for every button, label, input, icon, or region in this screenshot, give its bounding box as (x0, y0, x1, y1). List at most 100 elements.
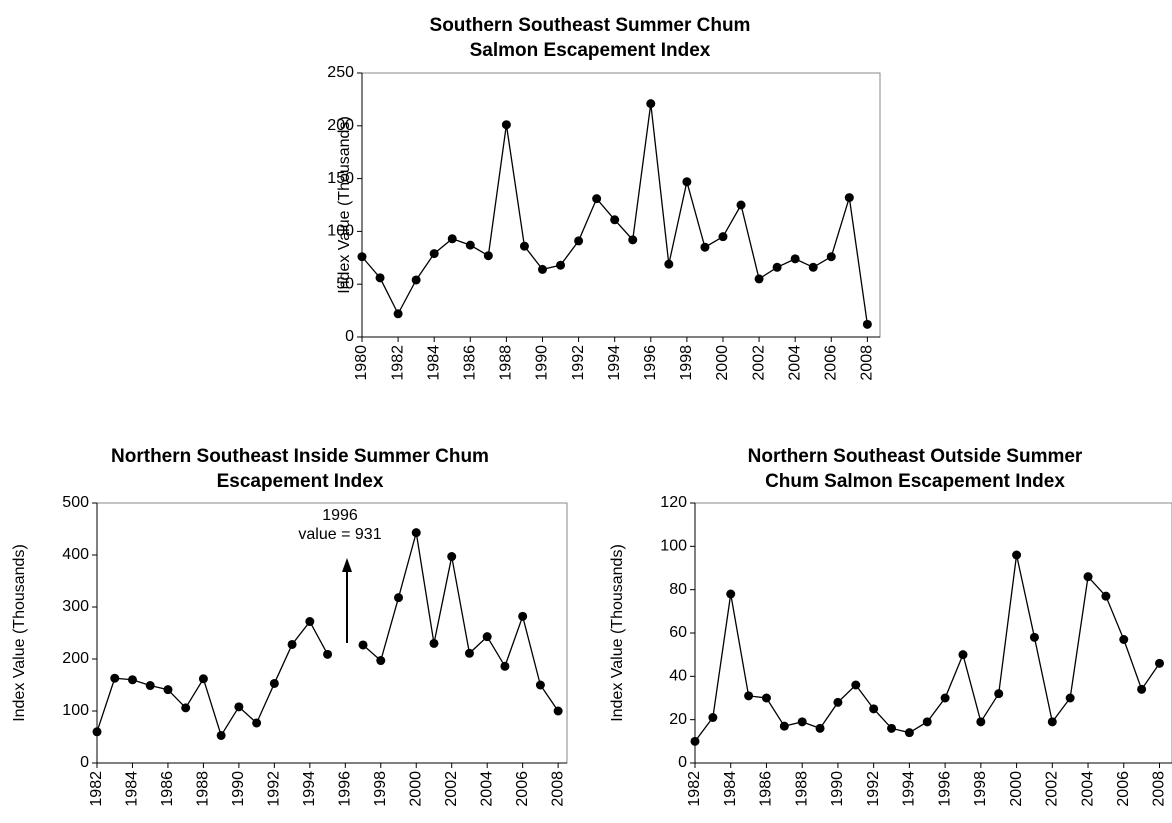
x-tick-label: 1990 (534, 345, 551, 381)
data-point (958, 650, 968, 660)
x-tick-label: 2006 (1115, 771, 1132, 807)
y-tick-label: 150 (327, 170, 354, 187)
x-tick-label: 1994 (901, 771, 918, 807)
x-tick-label: 2000 (1008, 771, 1025, 807)
plot-frame (361, 72, 881, 338)
x-tick-label: 1986 (159, 771, 176, 807)
data-point (1154, 658, 1164, 668)
x-tick-label: 1998 (678, 345, 695, 381)
x-tick-label: 1990 (230, 771, 247, 807)
data-point (181, 703, 191, 713)
x-tick-label: 1992 (570, 345, 587, 381)
data-point (887, 723, 897, 733)
x-tick-label: 2004 (786, 345, 803, 381)
data-point (411, 275, 421, 285)
data-point (518, 611, 528, 621)
data-point (393, 309, 403, 319)
data-point (869, 704, 879, 714)
data-point (1083, 572, 1093, 582)
data-point (862, 319, 872, 329)
x-tick-label: 1994 (606, 345, 623, 381)
y-tick-label: 120 (660, 494, 687, 511)
y-axis-label: Index Value (Thousands) (336, 116, 353, 294)
data-point (994, 689, 1004, 699)
series-line (694, 554, 1161, 742)
data-point (790, 254, 800, 264)
arrow-head (342, 558, 352, 572)
data-point (761, 693, 771, 703)
series-line (361, 103, 869, 325)
data-point (904, 728, 914, 738)
data-point (797, 717, 807, 727)
y-axis-label: Index Value (Thousands) (11, 544, 28, 722)
data-point (553, 706, 563, 716)
data-point (127, 675, 137, 685)
data-point (1012, 550, 1022, 560)
data-point (358, 640, 368, 650)
data-point (779, 721, 789, 731)
y-tick-label: 100 (62, 702, 89, 719)
data-point (411, 528, 421, 538)
data-point (269, 678, 279, 688)
data-point (429, 249, 439, 259)
data-point (234, 702, 244, 712)
data-point (305, 617, 315, 627)
data-point (708, 713, 718, 722)
data-point (736, 200, 746, 210)
x-tick-label: 1982 (88, 771, 105, 807)
annotation: value = 931 (298, 526, 381, 543)
x-tick-label: 1986 (462, 345, 479, 381)
data-point (1029, 632, 1039, 642)
data-point (826, 252, 836, 262)
data-point (592, 194, 602, 204)
data-point (287, 639, 297, 649)
chart-title: Chum Salmon Escapement Index (765, 471, 1065, 492)
data-point (556, 260, 566, 270)
chart: Northern Southeast Outside Summer Chum Sa… (609, 446, 1172, 807)
y-axis-label: Index Value (Thousands) (609, 544, 626, 722)
y-tick-label: 0 (678, 754, 687, 771)
x-tick-label: 2002 (750, 345, 767, 381)
data-point (922, 717, 932, 727)
x-tick-label: 2002 (1044, 771, 1061, 807)
x-tick-label: 1994 (301, 771, 318, 807)
data-point (482, 632, 492, 642)
data-point (718, 232, 728, 242)
data-point (110, 673, 120, 683)
y-tick-label: 100 (327, 223, 354, 240)
x-tick-label: 2008 (859, 345, 876, 381)
x-tick-label: 1982 (686, 771, 703, 807)
data-point (700, 242, 710, 252)
data-point (844, 193, 854, 203)
data-point (833, 697, 843, 707)
data-point (1101, 591, 1111, 601)
x-tick-label: 1988 (498, 345, 515, 381)
x-tick-label: 2004 (478, 771, 495, 807)
annotation-arrow (342, 558, 352, 643)
data-point (940, 693, 950, 703)
data-point (394, 593, 404, 603)
data-point (464, 648, 474, 658)
x-tick-label: 1986 (758, 771, 775, 807)
y-tick-label: 80 (669, 581, 687, 598)
data-point (574, 236, 584, 246)
data-point (646, 99, 656, 109)
x-tick-label: 2006 (514, 771, 531, 807)
x-tick-label: 2008 (1151, 771, 1168, 807)
data-point (376, 656, 386, 666)
data-point (1137, 684, 1147, 694)
x-tick-label: 1982 (389, 345, 406, 381)
x-tick-label: 1984 (722, 771, 739, 807)
x-tick-label: 2000 (407, 771, 424, 807)
data-point (682, 177, 692, 187)
x-tick-label: 1990 (829, 771, 846, 807)
x-tick-label: 2008 (549, 771, 566, 807)
data-point (465, 240, 475, 250)
data-point (252, 718, 262, 728)
y-tick-label: 200 (62, 650, 89, 667)
data-point (808, 262, 818, 272)
data-point (429, 638, 439, 648)
y-tick-label: 200 (327, 117, 354, 134)
data-point (483, 251, 493, 261)
